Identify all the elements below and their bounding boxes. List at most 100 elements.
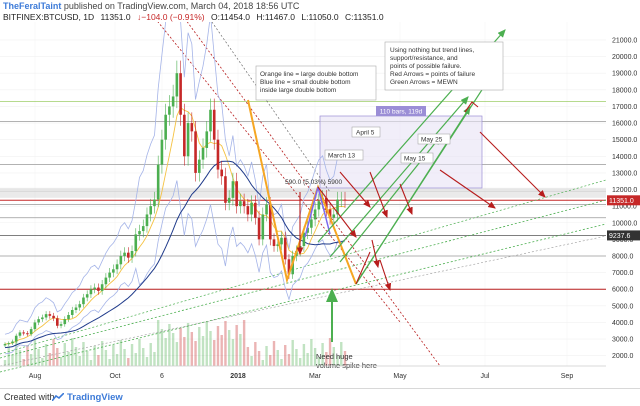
- author-name[interactable]: TheFeralTaint: [3, 1, 62, 11]
- volume-bar: [198, 327, 201, 366]
- candle-body: [44, 314, 48, 318]
- created-with-label: Created with: [4, 392, 55, 402]
- volume-bar: [164, 338, 167, 366]
- candle-body: [306, 227, 309, 233]
- volume-bar: [313, 348, 317, 366]
- tradingview-logo-icon: [52, 393, 64, 401]
- volume-note: Need huge volume spike here: [316, 352, 377, 370]
- open-value: O:11454.0: [210, 12, 251, 22]
- volume-bar: [317, 357, 321, 366]
- volume-note-text: Need huge volume spike here: [316, 352, 377, 370]
- volume-bar: [29, 354, 33, 366]
- volume-bar: [74, 347, 78, 366]
- volume-bar: [134, 353, 137, 366]
- x-tick-label-5: May: [393, 373, 407, 380]
- candle-body: [29, 329, 33, 335]
- candle-body: [216, 139, 220, 170]
- chart-header-line1: TheFeralTaint published on TradingView.c…: [3, 1, 299, 11]
- volume-bar: [295, 349, 298, 366]
- candle-body: [100, 284, 104, 291]
- y-tick-label-4: 17000.0: [612, 104, 637, 111]
- candle-body: [145, 214, 149, 227]
- volume-bar: [284, 345, 287, 366]
- candle-body: [280, 237, 283, 245]
- trend-line-red-2: [186, 22, 441, 367]
- volume-bar: [302, 344, 306, 366]
- candle-body: [82, 297, 85, 305]
- volume-bars: [3, 320, 347, 366]
- volume-bar: [235, 325, 238, 366]
- volume-bar: [231, 339, 235, 366]
- candle-body: [190, 123, 194, 132]
- candle-body: [197, 159, 201, 173]
- moving-average-long: [4, 160, 346, 349]
- volume-bar: [220, 335, 223, 366]
- volume-bar: [3, 360, 7, 366]
- volume-bar: [328, 338, 332, 366]
- candle-body: [18, 332, 22, 336]
- trend-line-dark: [211, 22, 331, 193]
- last-price: 11351.0: [100, 12, 131, 22]
- x-tick-label-2: 6: [160, 373, 164, 380]
- candle-body: [14, 335, 18, 342]
- red-arrow-6: [439, 169, 496, 209]
- bars-label-bg: [376, 106, 426, 116]
- volume-bar: [149, 343, 152, 366]
- volume-bar: [257, 351, 261, 366]
- tradingview-label: TradingView: [67, 392, 123, 403]
- tradingview-brand[interactable]: TradingView: [52, 392, 123, 403]
- x-tick-label-3: 2018: [230, 373, 246, 380]
- candle-body: [104, 277, 108, 285]
- candle-body: [168, 106, 171, 115]
- note-line: points of possible failure.: [390, 63, 462, 70]
- price-chart[interactable]: 110 bars, 119d: [0, 22, 640, 388]
- volume-bar: [272, 341, 276, 366]
- volume-bar: [119, 340, 123, 366]
- note-line: support/resistance, and: [390, 55, 458, 62]
- candle-body: [317, 201, 321, 210]
- x-tick-label-6: Jul: [481, 373, 490, 380]
- close-value: C:11351.0: [344, 12, 384, 22]
- candle-body: [336, 199, 339, 215]
- price-axis-bg[interactable]: [606, 22, 640, 366]
- candle-body: [156, 164, 160, 200]
- date-label-1: April 5: [356, 130, 375, 137]
- candle-body: [227, 197, 231, 203]
- volume-bar: [332, 347, 335, 366]
- volume-bar: [250, 356, 253, 366]
- candle-body: [141, 226, 145, 232]
- bollinger-lower: [4, 180, 346, 355]
- candle-body: [261, 214, 265, 240]
- footer: Created with TradingView: [0, 388, 640, 406]
- note-line: Need huge: [316, 352, 353, 361]
- candle-body: [48, 314, 52, 316]
- candle-body: [134, 234, 138, 252]
- candle-body: [115, 264, 119, 270]
- candle-body: [332, 214, 336, 218]
- volume-bar: [130, 344, 134, 366]
- candle-body: [239, 201, 242, 207]
- volume-bar: [287, 354, 291, 366]
- volume-bar: [48, 353, 52, 366]
- candle-body: [310, 219, 313, 228]
- volume-bar: [71, 338, 74, 366]
- date-label-2: May 15: [404, 156, 426, 163]
- candle-body: [26, 333, 29, 335]
- y-tick-label-5: 16000.0: [612, 121, 637, 128]
- candle-body: [160, 139, 164, 165]
- x-tick-label-1: Oct: [110, 373, 121, 380]
- note-line: Orange line = large double bottom: [260, 71, 358, 78]
- candle-body: [70, 309, 74, 315]
- trend-line-green-outer: [0, 179, 607, 355]
- candle-body: [313, 209, 317, 220]
- candle-body: [343, 199, 347, 201]
- volume-bar: [179, 328, 182, 366]
- volume-bar: [205, 322, 208, 366]
- candle-body: [7, 343, 11, 345]
- candle-body: [339, 199, 343, 201]
- volume-bar: [100, 341, 104, 366]
- volume-bar: [242, 320, 246, 366]
- volume-bar: [153, 352, 156, 366]
- volume-bar: [145, 357, 149, 366]
- date-label-0: March 13: [328, 153, 355, 160]
